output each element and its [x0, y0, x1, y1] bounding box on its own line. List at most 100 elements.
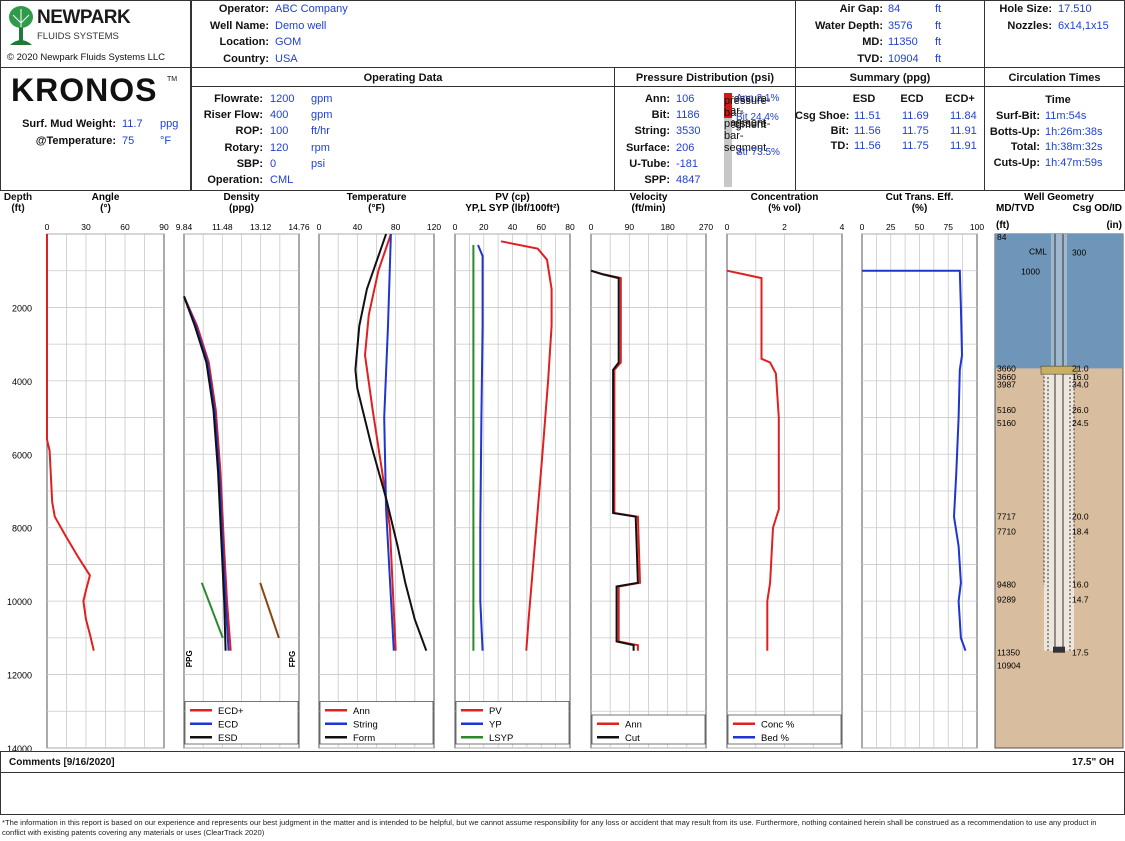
kronos-logo: KRONOS — [11, 72, 158, 108]
rig-info-value: 84 — [888, 3, 901, 15]
hole-info-value: 6x14,1x15 — [1058, 19, 1109, 32]
rig-info-value: 11350 — [888, 36, 918, 48]
series-line — [183, 296, 230, 651]
wellhead — [1040, 365, 1078, 375]
legend-label: Conc % — [761, 719, 795, 730]
md-label: 5160 — [997, 405, 1016, 415]
series-line — [726, 269, 780, 651]
track-title: Density — [223, 192, 260, 203]
depth-tick-label: 12000 — [7, 671, 32, 681]
track-tick-label: 80 — [391, 222, 401, 232]
operating-label: Rotary: — [224, 141, 263, 154]
rig-info-label: MD: — [862, 36, 883, 48]
depth-tick-label: 2000 — [12, 303, 32, 313]
summary-title: Summary (ppg) — [849, 72, 931, 84]
circulation-label: Botts-Up: — [989, 125, 1040, 138]
circulation-title: Circulation Times — [1008, 72, 1101, 84]
well-info-value: GOM — [275, 36, 302, 48]
series-line — [477, 244, 484, 651]
pressure-value: -181 — [676, 157, 699, 170]
track-unit: (%) — [912, 203, 928, 214]
geometry-left-head: MD/TVD — [996, 203, 1034, 214]
operating-value: CML — [270, 174, 294, 186]
track-tick-label: 50 — [915, 222, 925, 232]
legend-label: YP — [489, 719, 502, 730]
operating-value: 120 — [270, 141, 289, 154]
track-tick-label: 0 — [725, 222, 730, 232]
series-line — [259, 582, 280, 639]
legend-label: ECD+ — [218, 706, 244, 717]
rig-info-unit: ft — [935, 19, 942, 32]
legend-label: LSYP — [489, 733, 513, 744]
md-label: 84 — [997, 232, 1007, 242]
operating-divider — [191, 86, 615, 87]
pressure-value: 106 — [676, 93, 695, 105]
track-title: Velocity — [630, 192, 668, 203]
md-label: 10904 — [997, 660, 1021, 670]
series-line — [383, 233, 395, 651]
pressure-label: Surface: — [625, 141, 670, 154]
track-title: Concentration — [751, 192, 819, 203]
kronos-unit: °F — [160, 135, 172, 147]
circulation-label: Surf-Bit: — [996, 110, 1040, 122]
kronos-unit: ppg — [160, 118, 179, 130]
summary-label: Bit: — [830, 125, 849, 137]
ppg-label: PPG — [185, 650, 194, 667]
operating-label: SBP: — [236, 157, 263, 170]
track-title: Cut Trans. Eff. — [886, 192, 954, 203]
md-label: 9480 — [997, 580, 1016, 590]
legend-label: PV — [489, 706, 502, 717]
pressure-label: U-Tube: — [629, 157, 670, 170]
well-info-value: Demo well — [275, 19, 327, 32]
cml-depth: 1000 — [1021, 267, 1040, 277]
depth-title: Depth (ft) — [2, 192, 34, 214]
track-tick-label: 120 — [427, 222, 441, 232]
concentration-track: Concentration(% vol) 0 2 4 Conc % Bed % — [725, 192, 845, 749]
legend-label: Ann — [625, 719, 642, 730]
summary-divider — [795, 86, 985, 87]
logo-sub: FLUIDS SYSTEMS — [37, 31, 119, 42]
track-tick-label: 9.84 — [176, 222, 193, 232]
track-unit: (% vol) — [768, 203, 801, 214]
comments-divider — [1, 772, 1124, 773]
track-tick-label: 40 — [353, 222, 363, 232]
track-tick-label: 2 — [782, 222, 787, 232]
md-label: 7717 — [997, 512, 1016, 522]
operating-label: Operation: — [207, 174, 263, 186]
legend-label: ECD — [218, 719, 238, 730]
operating-label: ROP: — [235, 125, 264, 138]
operating-unit: gpm — [311, 109, 333, 122]
series-line — [590, 269, 639, 651]
track-tick-label: 270 — [699, 222, 713, 232]
summary-value: 11.56 — [854, 125, 881, 137]
pressure-bar-label: Ann 2.1% — [736, 93, 780, 104]
md-label: 9289 — [997, 594, 1016, 604]
legend-label: Cut — [625, 733, 640, 744]
text: pressure-bar-segment — [724, 94, 771, 131]
kronos-value: 11.7 — [122, 118, 143, 130]
summary-label: TD: — [830, 140, 849, 152]
pressure-divider — [614, 86, 796, 87]
rig-info-unit: ft — [935, 36, 942, 48]
geometry-left-unit: (ft) — [996, 220, 1009, 231]
track-tick-label: 0 — [45, 222, 50, 232]
operating-value: 400 — [270, 109, 289, 122]
series-line — [46, 234, 95, 651]
od-label: 21.0 — [1072, 363, 1089, 373]
circulation-col: Time — [1045, 94, 1071, 106]
pressure-label: Bit: — [651, 109, 670, 122]
series-line — [183, 295, 232, 651]
od-label: 20.0 — [1072, 512, 1089, 522]
series-line — [354, 233, 428, 652]
geometry-title: Well Geometry — [1024, 192, 1094, 203]
od-label: 26.0 — [1072, 405, 1089, 415]
od-label: 17.5 — [1072, 648, 1089, 658]
well-info-value: USA — [275, 52, 298, 65]
track-tick-label: 0 — [860, 222, 865, 232]
rig-info-unit: ft — [935, 52, 942, 65]
summary-label: Csg Shoe: — [795, 110, 850, 122]
track-title: Temperature — [347, 192, 407, 203]
circulation-value: 11m:54s — [1045, 110, 1087, 122]
operating-unit: ft/hr — [311, 125, 330, 138]
